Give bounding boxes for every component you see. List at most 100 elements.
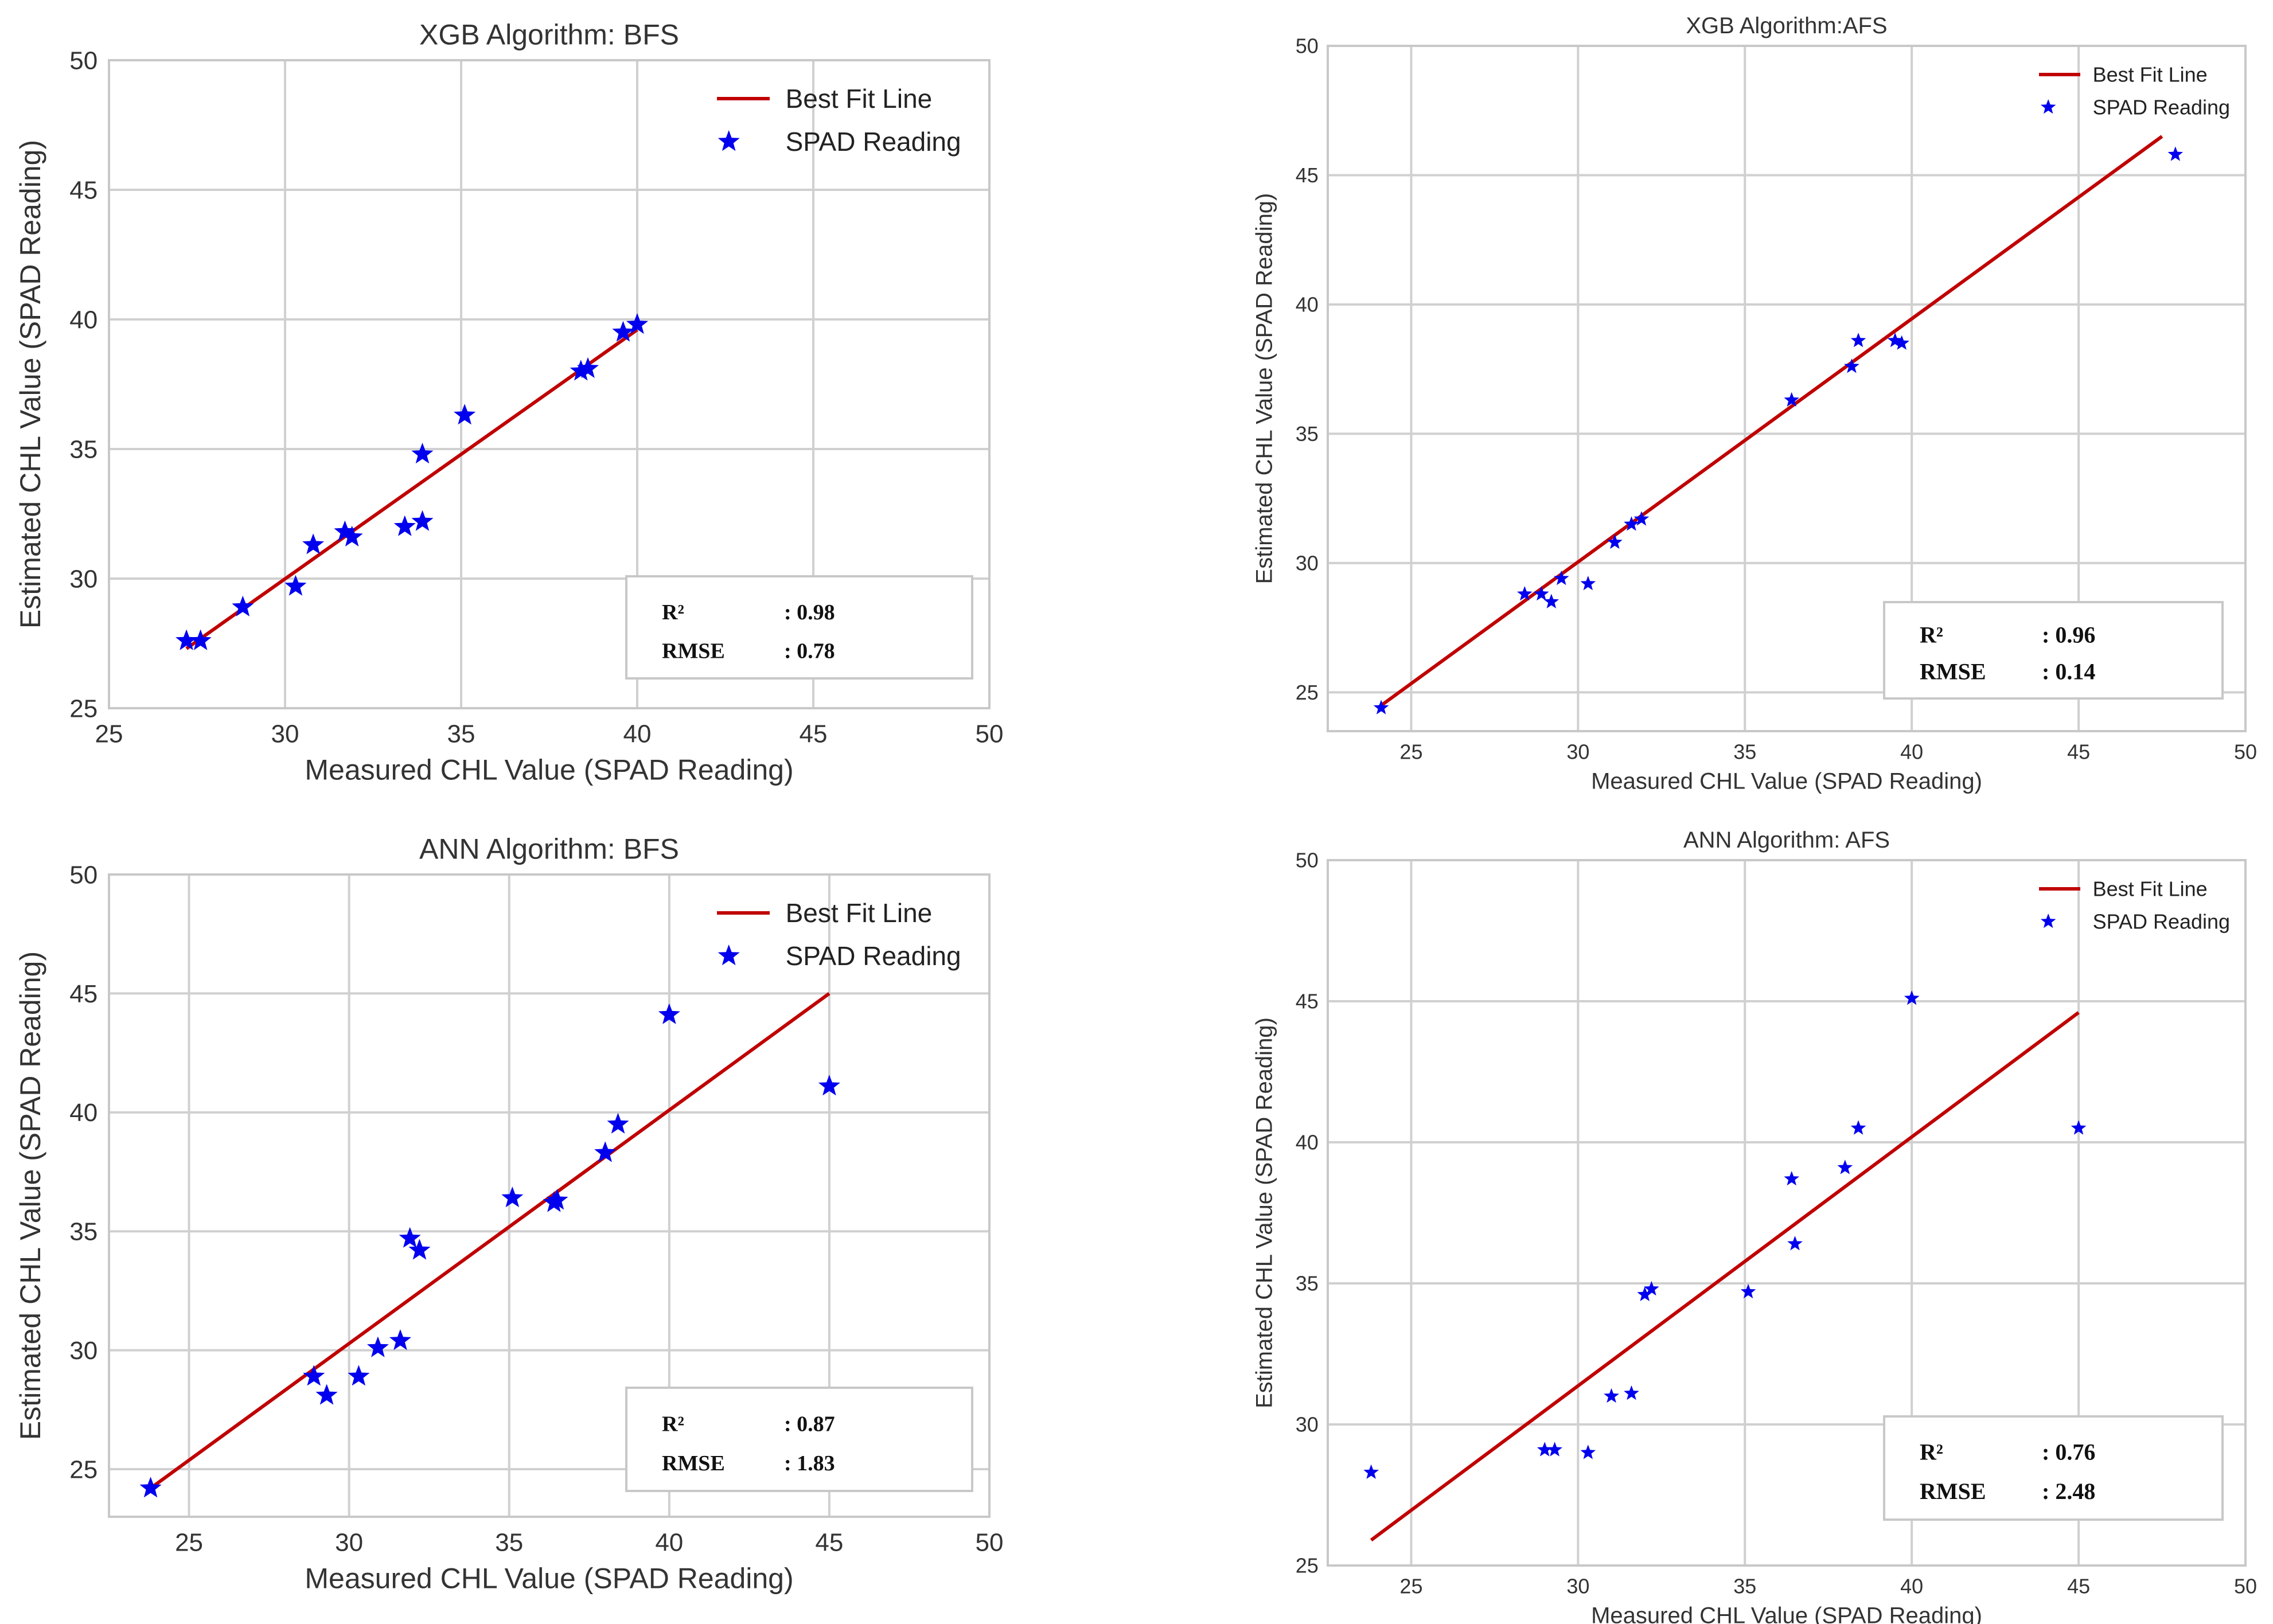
y-tick-label: 30: [1296, 551, 1319, 575]
spad-point: [1580, 1445, 1596, 1459]
x-tick-label: 25: [1399, 1575, 1422, 1598]
chart-panel-1: 25 30 35 40 45 50 25 30 35 40 45 50 XGB Algorithm: B…: [14, 19, 1003, 786]
x-tick-label: 45: [815, 1528, 843, 1556]
x-tick-label: 25: [1399, 740, 1422, 764]
legend-label-spad: SPAD Reading: [786, 127, 961, 157]
spad-point: [612, 321, 634, 342]
chart-title: ANN Algorithm: BFS: [419, 833, 679, 865]
y-tick-label: 50: [1296, 34, 1319, 58]
y-tick-label: 45: [1296, 163, 1319, 187]
y-tick-label: 25: [69, 694, 98, 723]
spad-point: [232, 595, 254, 616]
x-tick-label: 50: [976, 720, 1004, 748]
spad-point: [1887, 333, 1903, 348]
y-tick-label: 40: [69, 306, 98, 334]
r2-label: R²: [662, 600, 684, 624]
spad-point: [315, 1384, 338, 1405]
x-tick-label: 45: [2067, 740, 2090, 764]
spad-point: [303, 1365, 325, 1386]
x-tick-label: 30: [1566, 740, 1589, 764]
rmse-value: : 0.78: [784, 639, 835, 663]
spad-point: [408, 1239, 431, 1260]
x-tick-label: 45: [2067, 1575, 2090, 1598]
x-tick-label: 40: [1900, 740, 1923, 764]
legend-label-best-fit: Best Fit Line: [786, 84, 933, 114]
spad-point: [1837, 1160, 1853, 1174]
spad-point: [1580, 576, 1596, 591]
x-tick-label: 25: [175, 1528, 203, 1556]
y-tick-label: 25: [1296, 681, 1319, 704]
spad-point: [607, 1112, 629, 1134]
r2-label: R²: [1920, 622, 1943, 648]
spad-point: [2167, 146, 2184, 161]
spad-point: [389, 1329, 411, 1350]
stats-box: [625, 1387, 973, 1492]
y-axis-label: Estimated CHL Value (SPAD Reading): [1251, 193, 1277, 584]
x-axis-label: Measured CHL Value (SPAD Reading): [1591, 769, 1982, 794]
spad-point: [2071, 1120, 2087, 1135]
spad-point: [1904, 990, 1920, 1005]
chart-panel-3: 25 30 35 40 45 50 25 30 35 40 45 50 ANN Algorithm: B…: [14, 833, 1003, 1595]
spad-point: [139, 1477, 162, 1498]
chart-panel-4: 25 30 35 40 45 50 25 30 35 40 45 50 ANN Algorithm: A…: [1251, 827, 2257, 1624]
spad-point: [1637, 1286, 1652, 1301]
spad-point: [1787, 1236, 1803, 1251]
x-tick-label: 50: [2234, 740, 2257, 764]
spad-point: [1547, 1442, 1562, 1457]
chart-title: XGB Algorithm:AFS: [1686, 13, 1887, 38]
y-tick-label: 30: [69, 1337, 98, 1365]
x-tick-label: 40: [655, 1528, 683, 1556]
legend-label-best-fit: Best Fit Line: [786, 898, 933, 928]
spad-point: [334, 520, 356, 541]
spad-point: [1607, 534, 1623, 549]
plot-frame: [108, 59, 991, 709]
x-axis-label: Measured CHL Value (SPAD Reading): [305, 754, 793, 786]
stats-box: [1883, 1415, 2224, 1521]
spad-point: [399, 1227, 421, 1248]
legend-star-swatch: [718, 944, 740, 966]
x-axis-label: Measured CHL Value (SPAD Reading): [305, 1562, 793, 1594]
y-tick-label: 40: [1296, 293, 1319, 317]
y-tick-label: 25: [69, 1455, 98, 1484]
x-tick-label: 50: [976, 1528, 1004, 1556]
spad-point: [1740, 1283, 1756, 1299]
x-tick-label: 30: [335, 1528, 363, 1556]
spad-point: [189, 629, 212, 650]
spad-point: [501, 1186, 524, 1208]
spad-point: [302, 533, 325, 555]
y-tick-label: 35: [1296, 422, 1319, 446]
plot-frame: [1327, 859, 2247, 1567]
spad-point: [577, 357, 599, 378]
spad-point: [341, 525, 363, 546]
spad-point: [546, 1189, 568, 1210]
y-tick-label: 40: [69, 1099, 98, 1127]
spad-point: [626, 313, 648, 334]
x-tick-label: 30: [1566, 1575, 1589, 1598]
spad-point: [1844, 358, 1859, 373]
rmse-value: : 1.83: [784, 1451, 835, 1475]
legend-star-swatch: [718, 130, 740, 151]
y-tick-label: 45: [1296, 990, 1319, 1013]
spad-point: [284, 575, 307, 596]
y-axis-label: Estimated CHL Value (SPAD Reading): [14, 140, 46, 628]
spad-point: [570, 360, 592, 381]
y-tick-label: 45: [69, 176, 98, 204]
spad-point: [1537, 1442, 1553, 1457]
r2-label: R²: [662, 1412, 684, 1436]
spad-point: [411, 443, 434, 464]
spad-point: [1850, 333, 1866, 348]
stats-box: [1883, 601, 2224, 700]
spad-point: [176, 629, 198, 650]
best-fit-line: [149, 991, 831, 1490]
x-tick-label: 30: [271, 720, 299, 748]
spad-point: [1517, 586, 1533, 601]
x-tick-label: 25: [95, 720, 123, 748]
legend-label-spad: SPAD Reading: [2093, 910, 2230, 934]
spad-point: [1633, 511, 1650, 526]
y-tick-label: 35: [69, 1218, 98, 1246]
y-tick-label: 35: [69, 435, 98, 463]
y-tick-label: 50: [1296, 849, 1319, 872]
legend-label-best-fit: Best Fit Line: [2093, 63, 2208, 87]
x-tick-label: 40: [623, 720, 652, 748]
y-tick-label: 50: [69, 46, 98, 75]
